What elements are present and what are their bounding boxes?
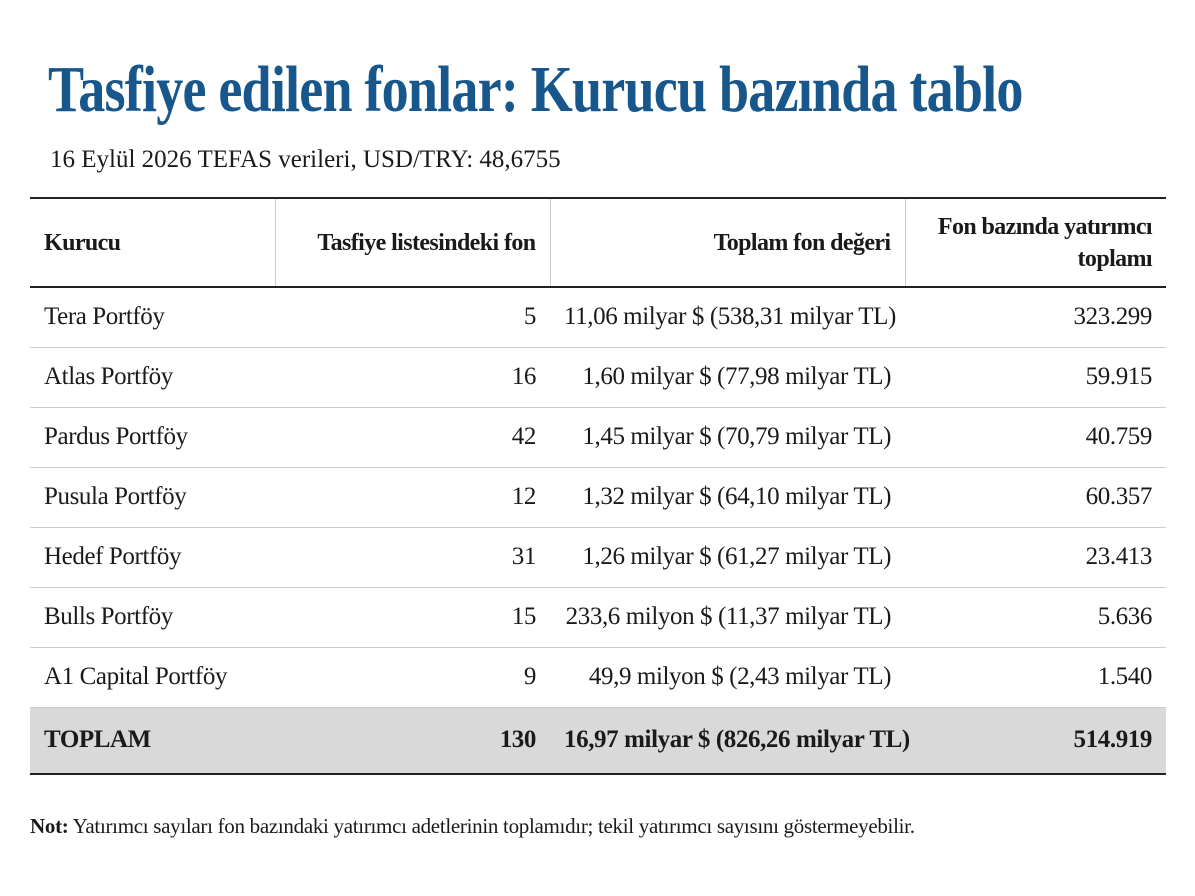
table-cell: 5 bbox=[523, 303, 537, 331]
table-cell: 31 bbox=[511, 543, 537, 570]
table-row: Hedef Portföy 31 1,26 milyar $ (61,27 mily… bbox=[30, 527, 1166, 587]
table-cell: Tera Portföy bbox=[44, 303, 165, 331]
table-cell: 40.759 bbox=[1085, 423, 1153, 450]
table-cell: Hedef Portföy bbox=[44, 543, 182, 570]
table-row: Atlas Portföy 16 1,60 milyar $ (77,98 mily… bbox=[30, 347, 1166, 407]
table-row: Tera Portföy 5 11,06 milyar $ (538,31 mily… bbox=[30, 287, 1166, 347]
total-cell: 130 bbox=[499, 726, 537, 754]
table-header: Kurucu Tasfiye listesindeki fon Toplam fon… bbox=[30, 198, 1166, 287]
total-cell: TOPLAM bbox=[44, 726, 151, 754]
table-cell: 23.413 bbox=[1085, 543, 1153, 570]
total-cell: 514.919 bbox=[1073, 726, 1153, 754]
note-text: Yatırımcı sayıları fon bazındaki yatırım… bbox=[72, 814, 915, 838]
note: Not: Yatırımcı sayıları fon bazındaki ya… bbox=[30, 814, 915, 839]
table-cell: 1,60 milyar $ (77,98 milyar TL) bbox=[582, 363, 891, 390]
table-cell: Atlas Portföy bbox=[44, 363, 173, 390]
header-cell: Toplam fon değeri bbox=[550, 198, 906, 287]
table-cell: 49,9 milyon $ (2,43 milyar TL) bbox=[588, 663, 891, 690]
header-cell: Tasfiye listesindeki fon bbox=[275, 198, 551, 287]
table-cell: 60.357 bbox=[1085, 483, 1153, 510]
table-cell: A1 Capital Portföy bbox=[44, 663, 228, 690]
table-row: Pusula Portföy 12 1,32 milyar $ (64,10 mil… bbox=[30, 467, 1166, 527]
header-cell: Kurucu bbox=[30, 198, 276, 287]
table-cell: 1,32 milyar $ (64,10 milyar TL) bbox=[582, 483, 891, 510]
table-cell: Pardus Portföy bbox=[44, 423, 188, 450]
table-cell: 11,06 milyar $ (538,31 milyar TL) bbox=[564, 303, 896, 331]
table-cell: 1,45 milyar $ (70,79 milyar TL) bbox=[582, 423, 891, 450]
table-cell: Pusula Portföy bbox=[44, 483, 187, 510]
table-cell: 323.299 bbox=[1073, 303, 1153, 331]
subtitle: 16 Eylül 2026 TEFAS verileri, USD/TRY: 4… bbox=[50, 146, 561, 173]
header-row: Kurucu Tasfiye listesindeki fon Toplam fon… bbox=[30, 198, 1166, 287]
table-cell: 1.540 bbox=[1097, 663, 1153, 690]
table-cell: 1,26 milyar $ (61,27 milyar TL) bbox=[582, 543, 891, 570]
table-cell: 59.915 bbox=[1085, 363, 1153, 390]
header-cell: Fon bazında yatırımcı toplamı bbox=[937, 213, 1153, 272]
title: Tasfiye edilen fonlar: Kurucu bazında ta… bbox=[48, 53, 1023, 126]
table-body: Tera Portföy 5 11,06 milyar $ (538,31 mily… bbox=[30, 287, 1166, 774]
table: Kurucu Tasfiye listesindeki fon Toplam fon… bbox=[30, 197, 1166, 775]
table-cell: 9 bbox=[523, 663, 537, 690]
total-cell: 16,97 milyar $ (826,26 milyar TL) bbox=[564, 726, 910, 754]
table-row: Pardus Portföy 42 1,45 milyar $ (70,79 mil… bbox=[30, 407, 1166, 467]
table-cell: 12 bbox=[511, 483, 537, 510]
table-cell: Bulls Portföy bbox=[44, 603, 173, 630]
table-cell: 15 bbox=[511, 603, 537, 630]
table-cell: 233,6 milyon $ (11,37 milyar TL) bbox=[565, 603, 892, 630]
total-row: TOPLAM 130 16,97 milyar $ (826,26 milyar T… bbox=[30, 707, 1166, 774]
table-cell: 5.636 bbox=[1097, 603, 1153, 630]
note-label: Not: bbox=[30, 814, 69, 838]
table-cell: 42 bbox=[511, 423, 537, 450]
table-cell: 16 bbox=[511, 363, 537, 390]
table-row: A1 Capital Portföy 9 49,9 milyon $ (2,43 m… bbox=[30, 647, 1166, 707]
table-row: Bulls Portföy 15 233,6 milyon $ (11,37 mil… bbox=[30, 587, 1166, 647]
